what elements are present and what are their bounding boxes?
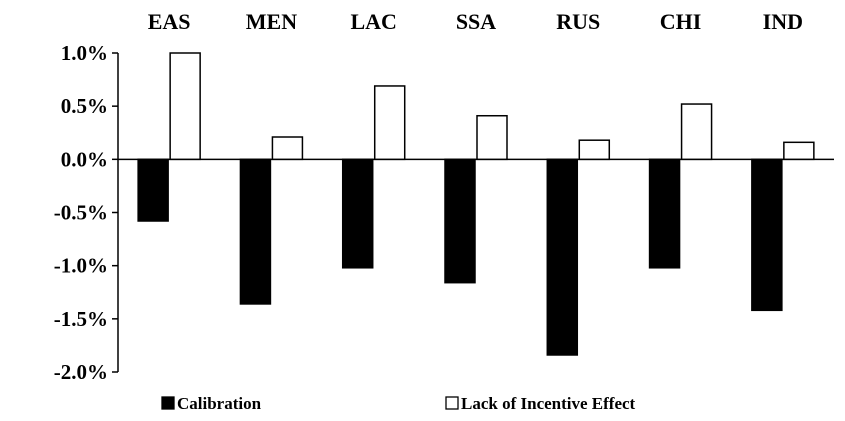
bar-lack-of-incentive-effect bbox=[169, 52, 201, 161]
y-tick-label: 0.0% bbox=[61, 147, 108, 171]
bar-calibration bbox=[239, 158, 272, 305]
bar-lack-of-incentive-effect bbox=[680, 103, 713, 161]
category-label: CHI bbox=[660, 9, 702, 34]
bar-lack-of-incentive-effect bbox=[578, 139, 611, 161]
y-tick-label: 0.5% bbox=[61, 94, 108, 118]
bar-calibration bbox=[444, 158, 476, 284]
bar-calibration bbox=[341, 158, 374, 269]
legend-label: Lack of Incentive Effect bbox=[461, 394, 636, 413]
legend-swatch bbox=[445, 396, 459, 410]
category-label: LAC bbox=[350, 9, 396, 34]
y-tick-label: -2.0% bbox=[54, 360, 108, 384]
bar-lack-of-incentive-effect bbox=[373, 85, 406, 161]
y-tick-label: 1.0% bbox=[61, 41, 108, 65]
bar-calibration bbox=[751, 158, 783, 312]
category-label: EAS bbox=[148, 9, 191, 34]
legend-label: Calibration bbox=[177, 394, 262, 413]
bar-calibration bbox=[648, 158, 681, 269]
bar-lack-of-incentive-effect bbox=[783, 141, 815, 161]
bar-calibration bbox=[137, 158, 169, 222]
y-tick-label: -1.5% bbox=[54, 307, 108, 331]
legend-swatch bbox=[161, 396, 175, 410]
bar-calibration bbox=[546, 158, 579, 356]
bar-lack-of-incentive-effect bbox=[271, 136, 304, 161]
category-label: SSA bbox=[456, 9, 496, 34]
category-label: IND bbox=[763, 9, 803, 34]
bar-lack-of-incentive-effect bbox=[476, 114, 508, 161]
y-tick-label: -0.5% bbox=[54, 201, 108, 225]
y-tick-label: -1.0% bbox=[54, 254, 108, 278]
category-label: RUS bbox=[556, 9, 600, 34]
category-label: MEN bbox=[246, 9, 297, 34]
